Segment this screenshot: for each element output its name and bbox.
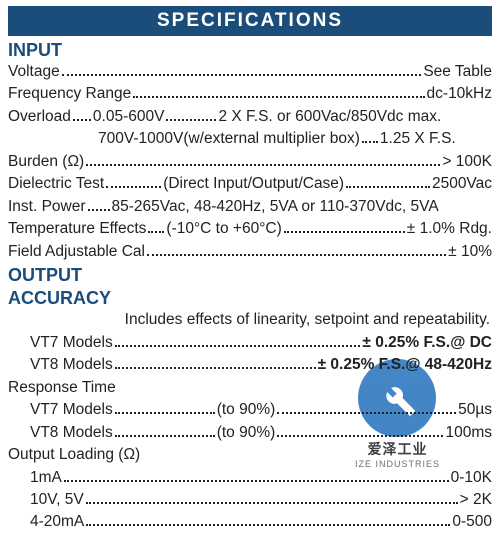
row-resp-vt7: VT7 Models (to 90%) 50µs [8, 399, 492, 421]
leader-dots [115, 336, 361, 347]
value-load-10v5v: > 2K [460, 489, 492, 511]
leader-dots [346, 178, 430, 189]
leader-dots [115, 426, 215, 437]
row-acc-vt7: VT7 Models ± 0.25% F.S.@ DC [8, 332, 492, 354]
leader-dots [284, 222, 405, 233]
row-fieldadj: Field Adjustable Cal ± 10% [8, 241, 492, 263]
value-resp-vt7: 50µs [458, 399, 492, 421]
row-load-1mA: 1mA 0-10K [8, 467, 492, 489]
accuracy-note: Includes effects of linearity, setpoint … [8, 309, 492, 331]
label-fieldadj: Field Adjustable Cal [8, 241, 145, 263]
section-accuracy: ACCURACY [8, 288, 492, 309]
value-freq: dc-10kHz [427, 83, 492, 105]
value-voltage: See Table [423, 61, 492, 83]
value-fieldadj: ± 10% [448, 241, 492, 263]
leader-dots [64, 471, 449, 482]
row-acc-vt8: VT8 Models ± 0.25% F.S.@ 48-420Hz [8, 354, 492, 376]
mid-overload-ext: 700V-1000V(w/external multiplier box) [98, 128, 360, 150]
value-tempfx: ± 1.0% Rdg. [407, 218, 492, 240]
value-overload-1: 2 X F.S. or 600Vac/850Vdc max. [218, 106, 441, 128]
spec-banner: SPECIFICATIONS [8, 6, 492, 36]
leader-dots [88, 200, 110, 211]
row-overload-2: 700V-1000V(w/external multiplier box) 1.… [8, 128, 492, 150]
leader-dots [106, 178, 161, 189]
section-input: INPUT [8, 40, 492, 61]
label-acc-vt7: VT7 Models [30, 332, 113, 354]
value-dielectric: 2500Vac [432, 173, 492, 195]
leader-dots [62, 65, 422, 76]
mid-dielectric: (Direct Input/Output/Case) [163, 173, 344, 195]
label-resp-vt7: VT7 Models [30, 399, 113, 421]
heading-loading: Output Loading (Ω) [8, 444, 492, 466]
mid-resp-vt7: (to 90%) [217, 399, 276, 421]
row-load-10v5v: 10V, 5V > 2K [8, 489, 492, 511]
row-tempfx: Temperature Effects (-10°C to +60°C) ± 1… [8, 218, 492, 240]
leader-dots [277, 426, 443, 437]
leader-dots [166, 110, 216, 121]
leader-dots [148, 222, 164, 233]
label-dielectric: Dielectric Test [8, 173, 104, 195]
leader-dots [86, 493, 458, 504]
leader-dots [362, 133, 378, 144]
label-voltage: Voltage [8, 61, 60, 83]
row-instpower: Inst. Power 85-265Vac, 48-420Hz, 5VA or … [8, 196, 492, 218]
label-instpower: Inst. Power [8, 196, 86, 218]
value-overload-2: 1.25 X F.S. [380, 128, 456, 150]
label-burden: Burden (Ω) [8, 151, 84, 173]
row-overload-1: Overload 0.05-600V 2 X F.S. or 600Vac/85… [8, 106, 492, 128]
leader-dots [86, 155, 440, 166]
label-freq: Frequency Range [8, 83, 131, 105]
row-resp-vt8: VT8 Models (to 90%) 100ms [8, 422, 492, 444]
mid-tempfx: (-10°C to +60°C) [166, 218, 281, 240]
label-load-1mA: 1mA [30, 467, 62, 489]
leader-dots [115, 358, 316, 369]
row-voltage: Voltage See Table [8, 61, 492, 83]
row-burden: Burden (Ω) > 100K [8, 151, 492, 173]
leader-dots [147, 245, 446, 256]
label-overload: Overload [8, 106, 71, 128]
row-load-420mA: 4-20mA 0-500 [8, 511, 492, 533]
mid-resp-vt8: (to 90%) [217, 422, 276, 444]
value-load-1mA: 0-10K [451, 467, 492, 489]
label-resp-vt8: VT8 Models [30, 422, 113, 444]
heading-response: Response Time [8, 377, 492, 399]
value-resp-vt8: 100ms [445, 422, 492, 444]
label-tempfx: Temperature Effects [8, 218, 146, 240]
leader-dots [277, 403, 456, 414]
row-dielectric: Dielectric Test (Direct Input/Output/Cas… [8, 173, 492, 195]
value-acc-vt7: ± 0.25% F.S.@ DC [362, 332, 492, 354]
value-acc-vt8: ± 0.25% F.S.@ 48-420Hz [318, 354, 492, 376]
label-load-10v5v: 10V, 5V [30, 489, 84, 511]
value-instpower: 85-265Vac, 48-420Hz, 5VA or 110-370Vdc, … [112, 196, 439, 218]
value-burden: > 100K [442, 151, 492, 173]
mid-overload-range: 0.05-600V [93, 106, 165, 128]
row-freq: Frequency Range dc-10kHz [8, 83, 492, 105]
leader-dots [115, 403, 215, 414]
leader-dots [133, 88, 424, 99]
label-acc-vt8: VT8 Models [30, 354, 113, 376]
value-load-420mA: 0-500 [452, 511, 492, 533]
leader-dots [86, 516, 450, 527]
leader-dots [73, 110, 91, 121]
label-load-420mA: 4-20mA [30, 511, 84, 533]
section-output: OUTPUT [8, 265, 492, 286]
